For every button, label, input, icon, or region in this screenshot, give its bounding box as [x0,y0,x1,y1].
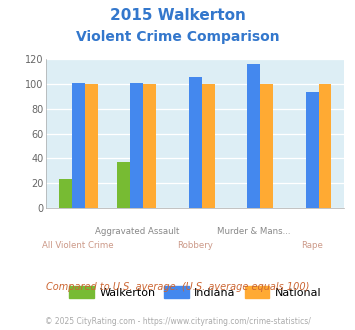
Text: Robbery: Robbery [177,241,213,250]
Bar [260,84,273,208]
Text: Rape: Rape [301,241,323,250]
Bar [189,77,202,208]
Text: All Violent Crime: All Violent Crime [43,241,114,250]
Text: 2015 Walkerton: 2015 Walkerton [110,8,245,23]
Text: Murder & Mans...: Murder & Mans... [217,227,290,236]
Text: Violent Crime Comparison: Violent Crime Comparison [76,30,279,44]
Bar [85,84,98,208]
Legend: Walkerton, Indiana, National: Walkerton, Indiana, National [65,282,326,302]
Bar [118,162,130,208]
Bar [143,84,156,208]
Bar [319,84,332,208]
Bar [59,180,72,208]
Text: Compared to U.S. average. (U.S. average equals 100): Compared to U.S. average. (U.S. average … [46,282,309,292]
Bar [202,84,214,208]
Bar [247,64,260,208]
Text: Aggravated Assault: Aggravated Assault [94,227,179,236]
Bar [130,83,143,208]
Text: © 2025 CityRating.com - https://www.cityrating.com/crime-statistics/: © 2025 CityRating.com - https://www.city… [45,317,310,326]
Bar [72,83,85,208]
Bar [306,91,319,208]
